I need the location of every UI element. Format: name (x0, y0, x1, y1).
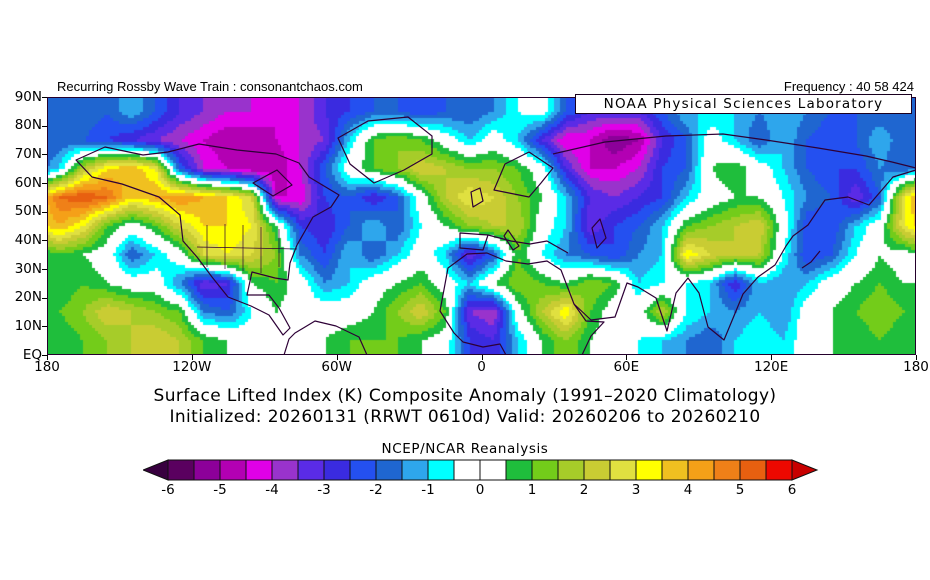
y-tick-mark (42, 240, 47, 242)
y-tick-mark (42, 297, 47, 299)
y-tick-label-90N: 90N (14, 88, 42, 105)
x-tick-mark (47, 355, 48, 360)
anomaly-heatmap-canvas (47, 97, 916, 355)
scandinavia-outline (493, 151, 554, 198)
africa-outline (439, 252, 605, 355)
coastlines (75, 116, 916, 355)
colorbar-cell (323, 459, 351, 481)
colorbar-cell (713, 459, 741, 481)
colorbar-cell (531, 459, 559, 481)
colorbar-tick-4: 4 (683, 482, 693, 498)
colorbar-tick--5: -5 (213, 482, 227, 498)
colorbar-cell (583, 459, 611, 481)
x-tick-mark (481, 355, 483, 360)
colorbar-tick--2: -2 (369, 482, 383, 498)
mediterranean-coast-outline (487, 234, 569, 254)
y-tick-mark (42, 183, 47, 184)
colorbar-tick-5: 5 (735, 482, 745, 498)
british-isles-outline (470, 187, 484, 208)
y-tick-mark (42, 125, 47, 127)
y-tick-mark (42, 211, 47, 213)
colorbar-cell (661, 459, 689, 481)
colorbar-cell (193, 459, 221, 481)
x-tick-mark (916, 355, 917, 360)
x-tick-mark (191, 355, 193, 360)
header-source-note: Recurring Rossby Wave Train : consonantc… (57, 79, 363, 94)
y-tick-label-70N: 70N (14, 145, 42, 162)
x-tick-mark (336, 355, 338, 360)
y-tick-mark (42, 269, 47, 270)
noaa-psl-banner: NOAA Physical Sciences Laboratory (575, 94, 912, 114)
y-tick-label-50N: 50N (14, 203, 42, 220)
japan-outline (801, 250, 821, 269)
x-tick-label-180: 180 (34, 359, 60, 375)
italy-outline (503, 229, 520, 251)
colorbar-cell (427, 459, 455, 481)
colorbar-cell (297, 459, 325, 481)
colorbar-cell (687, 459, 715, 481)
colorbar-tick-6: 6 (787, 482, 797, 498)
colorbar-cell (401, 459, 429, 481)
y-tick-label-30N: 30N (14, 260, 42, 277)
y-tick-label-80N: 80N (14, 117, 42, 134)
north-america-outline (75, 143, 340, 336)
colorbar-tick-3: 3 (631, 482, 641, 498)
colorbar-cell (739, 459, 767, 481)
x-tick-mark (626, 355, 628, 360)
colorbar-tick--4: -4 (265, 482, 279, 498)
colorbar-cell (167, 459, 195, 481)
colorbar-tick--6: -6 (161, 482, 175, 498)
x-tick-label-180: 180 (903, 359, 929, 375)
x-tick-label-120E: 120E (754, 359, 789, 375)
coastline-overlay (75, 116, 916, 355)
colorbar-tick-2: 2 (579, 482, 589, 498)
colorbar-cell (349, 459, 377, 481)
colorbar-cell (557, 459, 585, 481)
colorbar-tick-1: 1 (527, 482, 537, 498)
y-tick-label-10N: 10N (14, 317, 42, 334)
y-tick-mark (42, 326, 47, 328)
plot-title: Surface Lifted Index (K) Composite Anoma… (153, 386, 777, 406)
colorbar-cell (635, 459, 663, 481)
plot-subtitle: Initialized: 20260131 (RRWT 0610d) Valid… (169, 407, 761, 427)
x-tick-mark (771, 355, 773, 360)
y-tick-label-20N: 20N (14, 289, 42, 306)
plot-title-block: Surface Lifted Index (K) Composite Anoma… (0, 386, 930, 428)
colorbar-tick-0: 0 (475, 482, 485, 498)
eurasia-outline (552, 133, 916, 341)
colorbar-cell (245, 459, 273, 481)
colorbar-cell (765, 459, 793, 481)
colorbar-source-label: NCEP/NCAR Reanalysis (381, 441, 549, 457)
y-tick-mark (42, 154, 47, 156)
colorbar-cell (219, 459, 247, 481)
colorbar-tick--1: -1 (421, 482, 435, 498)
colorbar (143, 459, 819, 481)
colorbar-cell (453, 459, 481, 481)
colorbar-cell (479, 459, 507, 481)
header-frequency-note: Frequency : 40 58 424 (783, 79, 914, 94)
hudson-bay-outline (252, 169, 293, 197)
y-tick-mark (42, 355, 47, 356)
x-tick-label-120W: 120W (172, 359, 212, 375)
colorbar-cell (609, 459, 637, 481)
colorbar-left-arrow (143, 459, 169, 481)
x-tick-label-60W: 60W (321, 359, 352, 375)
iberia-outline (459, 232, 489, 251)
x-tick-label-0: 0 (477, 359, 486, 375)
colorbar-right-arrow (791, 459, 819, 481)
caspian-outline (591, 218, 607, 249)
colorbar-cell (505, 459, 533, 481)
y-tick-label-EQ: EQ (22, 346, 42, 363)
y-tick-label-60N: 60N (14, 174, 42, 191)
y-tick-mark (42, 97, 47, 98)
colorbar-tick--3: -3 (317, 482, 331, 498)
y-tick-label-40N: 40N (14, 231, 42, 248)
colorbar-cell (375, 459, 403, 481)
x-tick-label-60E: 60E (613, 359, 640, 375)
colorbar-cell (271, 459, 299, 481)
us-state-borders (196, 224, 298, 273)
greenland-outline (337, 116, 433, 184)
south-america-outline (283, 320, 368, 355)
